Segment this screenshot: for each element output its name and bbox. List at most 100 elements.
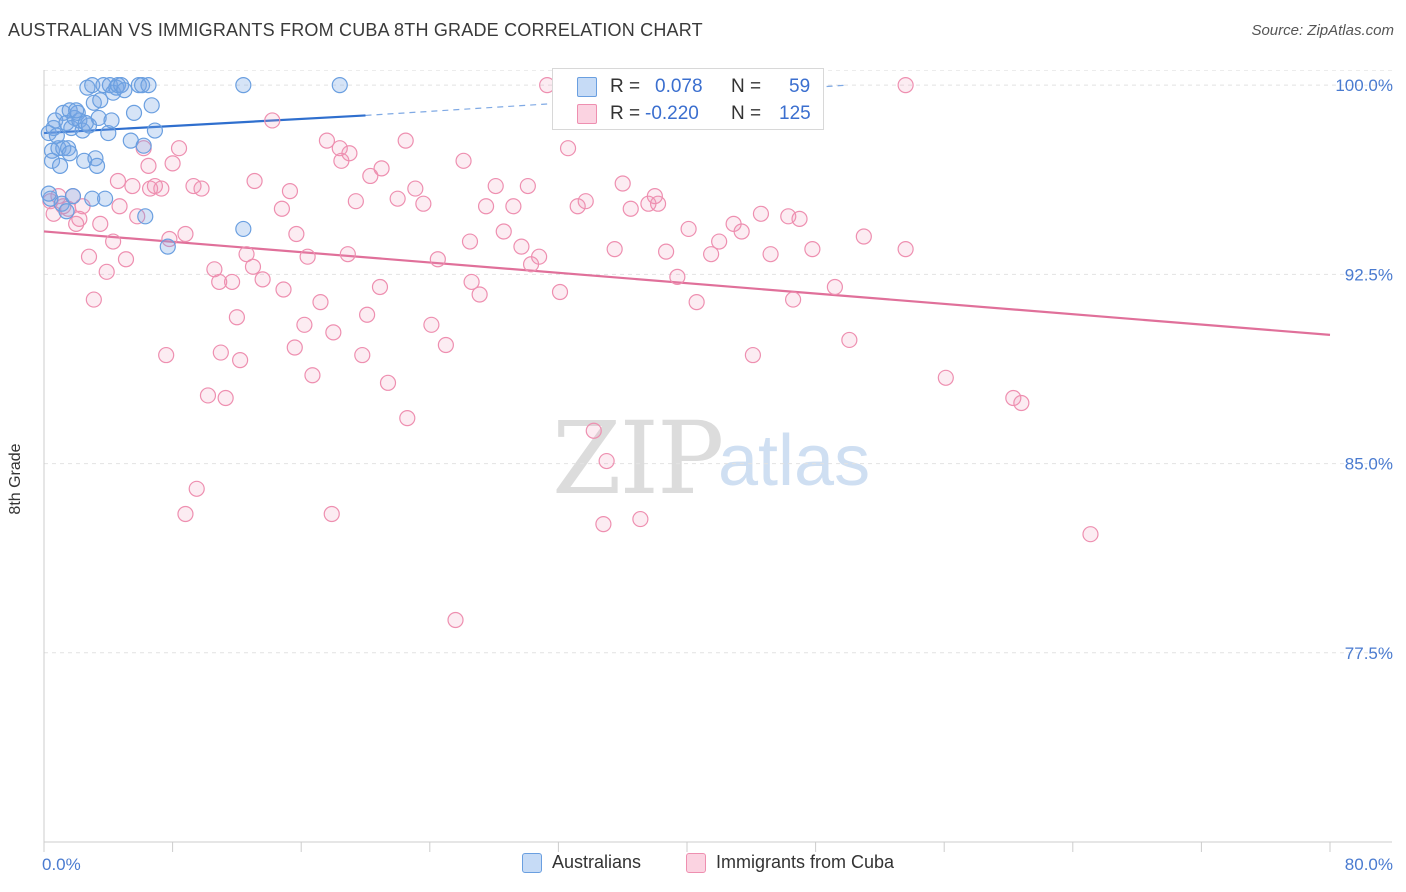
point-cuba — [744, 346, 762, 364]
swatch-cuba — [577, 104, 597, 124]
trend-lines — [43, 84, 1331, 336]
point-cuba — [71, 210, 88, 227]
point-cuba — [362, 167, 379, 185]
point-australians — [159, 238, 176, 255]
point-australians — [84, 190, 101, 207]
point-cuba — [199, 387, 217, 404]
point-cuba — [354, 346, 371, 364]
point-australians — [88, 157, 106, 174]
point-cuba — [286, 339, 303, 356]
y-tick-label: 100.0% — [1335, 76, 1393, 95]
point-cuba — [791, 210, 808, 227]
r-value: -0.220 — [645, 103, 699, 124]
axes — [43, 70, 1392, 852]
n-label: N = — [731, 76, 762, 97]
point-australians — [331, 77, 348, 94]
n-value: 59 — [789, 76, 811, 97]
point-cuba — [109, 172, 127, 190]
watermark-zip: ZIP — [552, 400, 724, 517]
point-australians — [51, 157, 69, 174]
point-cuba — [429, 251, 446, 268]
point-cuba — [146, 177, 164, 195]
point-cuba — [1005, 389, 1022, 407]
point-cuba — [1082, 526, 1099, 543]
swatch-australians — [577, 77, 597, 97]
point-cuba — [711, 233, 728, 250]
point-cuba — [855, 228, 872, 245]
chart-title: AUSTRALIAN VS IMMIGRANTS FROM CUBA 8TH G… — [8, 20, 703, 40]
point-cuba — [188, 480, 205, 497]
point-cuba — [275, 281, 292, 298]
point-cuba — [569, 198, 586, 215]
point-cuba — [264, 112, 281, 129]
point-cuba — [531, 248, 548, 265]
point-cuba — [177, 225, 194, 243]
point-cuba — [559, 140, 577, 157]
r-label: R = — [610, 103, 641, 124]
point-cuba — [238, 246, 255, 263]
legend-label-australians: Australians — [552, 852, 642, 872]
x-tick-label: 80.0% — [1345, 855, 1393, 874]
point-cuba — [669, 268, 686, 285]
point-cuba — [415, 195, 432, 212]
point-cuba — [323, 505, 340, 523]
point-australians — [43, 152, 61, 169]
point-cuba — [437, 336, 454, 354]
point-australians — [71, 112, 88, 129]
point-cuba — [312, 294, 329, 311]
point-australians — [64, 188, 82, 205]
point-cuba — [223, 273, 241, 291]
legend-swatch-cuba — [686, 852, 706, 873]
point-cuba — [105, 233, 122, 250]
watermark-atlas: atlas — [718, 421, 871, 501]
point-australians — [133, 77, 151, 94]
point-cuba — [232, 352, 249, 369]
point-australians — [100, 124, 117, 142]
data-points — [40, 77, 1099, 629]
point-cuba — [244, 258, 262, 275]
point-cuba — [519, 177, 536, 195]
point-cuba — [371, 278, 389, 296]
point-cuba — [339, 246, 356, 263]
legend-swatch-australians — [522, 852, 542, 873]
point-cuba — [595, 516, 612, 533]
point-cuba — [598, 452, 615, 470]
point-cuba — [463, 273, 480, 291]
point-australians — [103, 112, 120, 129]
legend-item-australians[interactable]: Australians — [522, 852, 641, 873]
y-tick-label: 92.5% — [1345, 265, 1393, 284]
point-cuba — [373, 160, 390, 177]
stats-legend: R = 0.078 N = 59 R = -0.220 N = 125 — [552, 68, 824, 130]
point-cuba — [117, 251, 135, 268]
point-cuba — [826, 278, 843, 296]
point-cuba — [379, 374, 397, 391]
point-cuba — [341, 145, 358, 162]
point-cuba — [461, 233, 479, 250]
point-cuba — [389, 190, 406, 207]
point-cuba — [296, 316, 313, 333]
point-australians — [137, 208, 154, 225]
point-cuba — [505, 198, 522, 215]
point-australians — [140, 77, 157, 94]
point-cuba — [487, 177, 504, 195]
point-australians — [58, 203, 75, 220]
point-cuba — [153, 180, 170, 197]
point-cuba — [254, 271, 271, 288]
point-cuba — [447, 611, 464, 629]
point-australians — [125, 104, 143, 121]
trend-line-australians — [43, 114, 366, 135]
x-tick-label: 0.0% — [42, 855, 81, 874]
legend-item-cuba[interactable]: Immigrants from Cuba — [686, 852, 894, 873]
point-cuba — [495, 223, 512, 240]
point-cuba — [359, 306, 376, 323]
point-australians — [68, 102, 85, 119]
point-cuba — [622, 200, 639, 217]
point-cuba — [804, 241, 821, 258]
point-australians — [92, 92, 109, 109]
point-cuba — [688, 294, 705, 311]
point-cuba — [703, 246, 720, 263]
point-australians — [61, 145, 78, 162]
point-cuba — [423, 316, 440, 333]
point-australians — [40, 185, 57, 202]
point-cuba — [407, 180, 424, 197]
